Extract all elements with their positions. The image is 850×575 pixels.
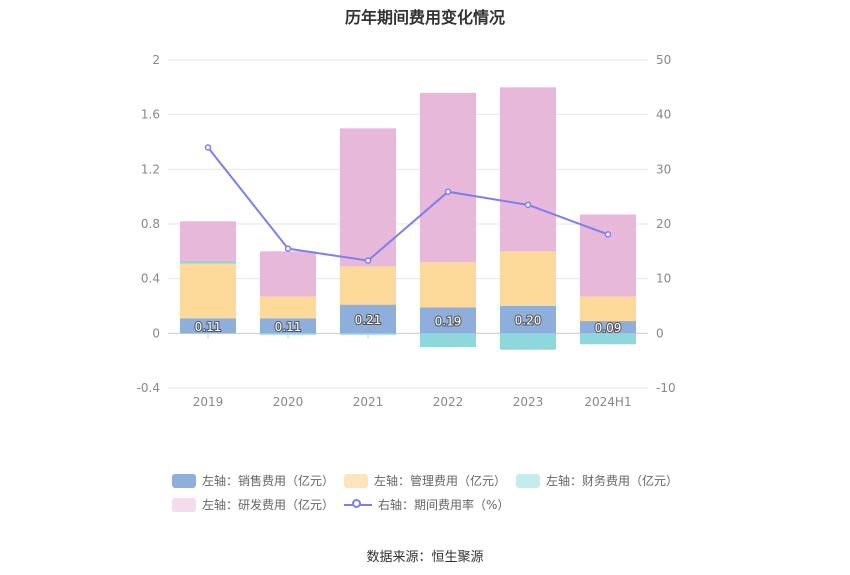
bar-segment bbox=[500, 87, 556, 252]
bar-data-label: 0.11 bbox=[195, 320, 222, 334]
axis-layer: 2 1.6 1.2 0.8 0.4 0 -0.4 50 40 30 20 10 0 -10 2019 2020… bbox=[137, 53, 676, 409]
source-note: 数据来源：恒生聚源 bbox=[366, 550, 484, 565]
bar-data-label: 0.11 bbox=[275, 320, 302, 334]
right-axis-tick-label: 20 bbox=[656, 217, 671, 231]
bar-segment bbox=[580, 296, 636, 322]
grid-layer bbox=[168, 59, 648, 389]
rate-point bbox=[604, 231, 612, 238]
legend-item-rate[interactable]: 右轴：期间费用率（%） bbox=[344, 496, 509, 513]
legend-swatch-rate bbox=[344, 498, 372, 512]
left-axis-tick-label: 0.4 bbox=[141, 272, 160, 286]
legend-swatch-rnd bbox=[172, 497, 196, 512]
x-axis-tick-label: 2019 bbox=[193, 395, 224, 409]
bar-segment bbox=[180, 263, 236, 319]
left-axis-tick-label: 0 bbox=[152, 326, 160, 340]
bar-segment bbox=[340, 128, 396, 267]
bar-segment bbox=[500, 306, 556, 334]
legend-swatch-admin bbox=[344, 473, 368, 488]
bar-segment bbox=[340, 266, 396, 305]
right-axis-tick-label: 0 bbox=[656, 326, 664, 340]
bar-segment bbox=[500, 251, 556, 306]
x-axis-tick-label: 2023 bbox=[513, 395, 544, 409]
bar-data-label: 0.09 bbox=[595, 321, 622, 335]
left-axis-tick-label: 1.6 bbox=[141, 108, 160, 122]
x-axis-tick-label: 2022 bbox=[433, 395, 464, 409]
bar-segment bbox=[180, 318, 236, 334]
bar-segment bbox=[420, 262, 476, 308]
bar-data-label: 0.19 bbox=[435, 314, 462, 328]
x-axis-tick-label: 2021 bbox=[353, 395, 384, 409]
bars-layer bbox=[180, 87, 636, 350]
legend-item-admin[interactable]: 左轴：管理费用（亿元） bbox=[344, 472, 506, 489]
bar-segment bbox=[420, 307, 476, 334]
legend-item-sales[interactable]: 左轴：销售费用（亿元） bbox=[172, 472, 334, 489]
legend-label-rate: 右轴：期间费用率（%） bbox=[378, 498, 510, 512]
rate-line bbox=[207, 146, 609, 262]
legend-label-sales: 左轴：销售费用（亿元） bbox=[202, 474, 335, 488]
rate-point bbox=[524, 201, 532, 209]
bar-segment bbox=[580, 321, 636, 334]
rate-point bbox=[444, 188, 452, 195]
right-axis-tick-label: -10 bbox=[656, 381, 676, 395]
bar-segment bbox=[260, 318, 316, 334]
bar-segment bbox=[420, 92, 476, 263]
left-axis-tick-label: 0.8 bbox=[141, 217, 160, 231]
rate-point bbox=[284, 245, 292, 252]
bar-segment bbox=[420, 333, 476, 347]
bar-segment bbox=[340, 304, 396, 334]
legend-label-admin: 左轴：管理费用（亿元） bbox=[374, 474, 507, 488]
bar-segment bbox=[260, 296, 316, 319]
bar-data-label: 0.20 bbox=[515, 314, 542, 328]
left-axis-tick-label: 2 bbox=[152, 53, 160, 67]
bar-segment bbox=[500, 333, 556, 350]
legend-label-finance: 左轴：财务费用（亿元） bbox=[546, 474, 679, 488]
bar-data-label: 0.21 bbox=[355, 313, 382, 327]
rate-point bbox=[364, 257, 372, 264]
right-axis-tick-label: 30 bbox=[656, 162, 671, 176]
legend-item-rnd[interactable]: 左轴：研发费用（亿元） bbox=[172, 496, 334, 513]
x-axis-tick-label: 2020 bbox=[273, 395, 304, 409]
right-axis-tick-label: 10 bbox=[656, 272, 671, 286]
rate-line-layer bbox=[204, 144, 612, 264]
legend-swatch-sales bbox=[172, 473, 196, 488]
data-labels-layer: 0.11 0.11 0.21 0.19 0.20 0.09 bbox=[194, 312, 623, 336]
legend-swatch-finance bbox=[516, 473, 540, 488]
left-axis-tick-label: 1.2 bbox=[141, 162, 160, 176]
right-axis-tick-label: 40 bbox=[656, 108, 671, 122]
bar-segment bbox=[260, 251, 316, 297]
rate-point bbox=[204, 144, 212, 151]
bar-segment bbox=[180, 221, 236, 261]
chart-title: 历年期间费用变化情况 bbox=[344, 8, 505, 27]
right-axis-tick-label: 50 bbox=[656, 53, 671, 67]
x-axis-tick-label: 2024H1 bbox=[584, 395, 631, 409]
bar-segment bbox=[580, 333, 636, 345]
left-axis-tick-label: -0.4 bbox=[137, 381, 160, 395]
legend-label-rnd: 左轴：研发费用（亿元） bbox=[202, 498, 335, 512]
legend-item-finance[interactable]: 左轴：财务费用（亿元） bbox=[516, 472, 678, 489]
bar-segment bbox=[180, 260, 236, 264]
